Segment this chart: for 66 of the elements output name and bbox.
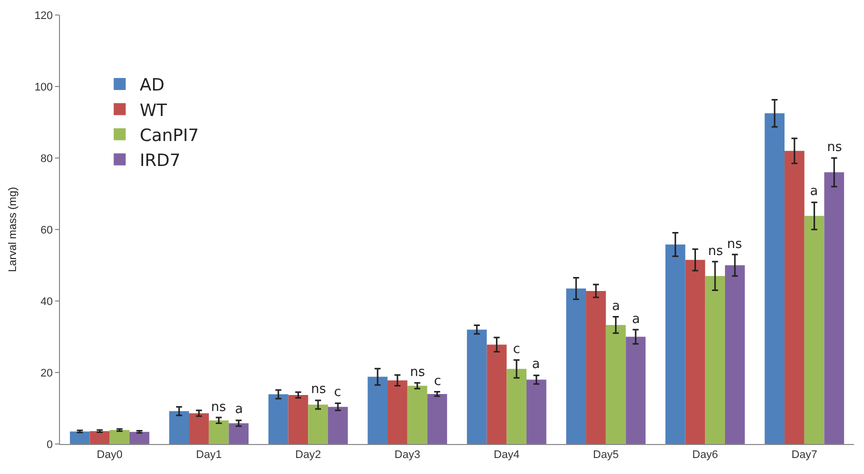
annotation: ns — [827, 140, 842, 155]
bar — [705, 276, 725, 444]
bar — [388, 380, 408, 444]
annotation: a — [632, 312, 640, 327]
legend-label: AD — [140, 76, 164, 96]
x-tick-label: Day3 — [394, 449, 420, 462]
annotation: c — [434, 374, 442, 389]
y-tick-label: 60 — [40, 224, 53, 236]
y-tick-label: 100 — [34, 81, 53, 94]
bar — [626, 336, 646, 444]
x-tick-label: Day4 — [494, 449, 520, 462]
bar — [586, 290, 606, 444]
annotation: a — [612, 299, 620, 314]
x-tick-label: Day0 — [96, 449, 122, 462]
x-tick-label: Day1 — [196, 449, 222, 462]
bar — [169, 411, 190, 444]
bar — [407, 386, 428, 444]
bar — [368, 376, 388, 444]
legend-label: IRD7 — [140, 150, 180, 171]
bar — [427, 394, 448, 444]
annotation: ns — [410, 365, 426, 380]
y-tick-label: 80 — [40, 152, 53, 165]
bar — [90, 431, 110, 444]
bar — [208, 420, 229, 444]
bar — [288, 395, 308, 444]
bar — [486, 344, 507, 444]
x-tick-label: Day7 — [792, 449, 818, 462]
y-axis-title: Larval mass (mg) — [7, 187, 20, 272]
bar — [685, 260, 706, 444]
annotation: c — [334, 385, 342, 400]
annotation: ns — [727, 237, 742, 252]
bar — [268, 394, 288, 444]
x-tick-label: Day5 — [593, 449, 619, 462]
x-tick-label: Day2 — [295, 449, 321, 462]
annotation: ns — [211, 400, 226, 415]
bar — [328, 406, 348, 444]
y-tick-label: 120 — [34, 10, 53, 22]
bar — [824, 172, 844, 444]
annotation: a — [235, 402, 243, 417]
bar — [110, 430, 130, 444]
bar — [129, 432, 150, 444]
bar — [228, 423, 249, 444]
bar — [70, 431, 90, 444]
legend-label: CanPI7 — [140, 126, 199, 146]
legend-label: WT — [140, 100, 168, 121]
bar — [308, 404, 328, 444]
x-tick-label: Day6 — [692, 449, 718, 462]
bar — [665, 244, 686, 444]
annotation: a — [532, 357, 540, 372]
bar — [804, 216, 824, 444]
bar — [526, 380, 546, 444]
annotation: ns — [708, 244, 724, 259]
y-tick-label: 0 — [46, 438, 53, 451]
annotation: c — [513, 342, 520, 357]
y-tick-label: 20 — [40, 367, 53, 380]
bar — [724, 265, 745, 444]
bar — [466, 330, 487, 444]
bar — [606, 324, 626, 444]
annotation: a — [810, 184, 818, 199]
y-tick-label: 40 — [40, 296, 53, 308]
bar — [566, 288, 586, 444]
bar — [764, 113, 785, 444]
bar — [506, 368, 526, 444]
annotation: ns — [311, 382, 326, 397]
bar — [189, 413, 209, 444]
bar — [784, 150, 804, 444]
